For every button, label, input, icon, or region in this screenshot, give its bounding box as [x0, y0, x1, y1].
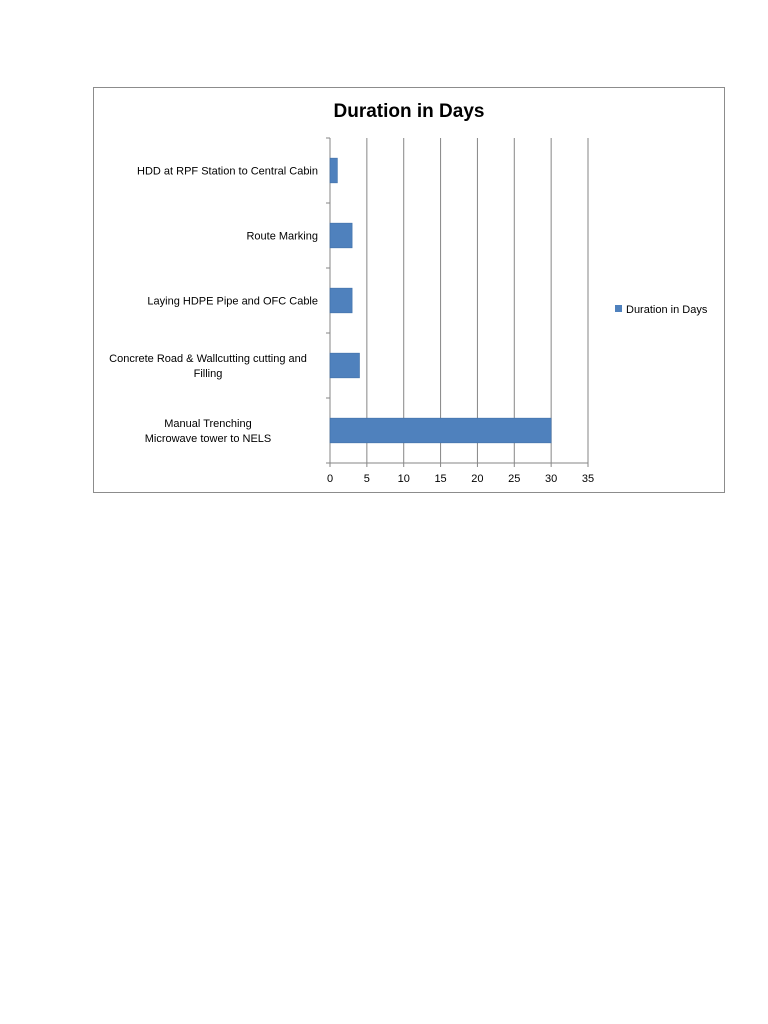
- x-tick-label: 0: [327, 473, 333, 485]
- axes: [326, 137, 589, 467]
- x-tick-label: 35: [582, 473, 594, 485]
- category-label: Route Marking: [246, 231, 318, 243]
- gridlines: [366, 138, 589, 463]
- category-label-line: Filling: [194, 368, 223, 380]
- category-label: Manual Trenching Microwave tower to NELS: [145, 418, 272, 445]
- category-label-line: Manual Trenching: [164, 418, 251, 430]
- category-label-line: HDD at RPF Station to Central Cabin: [137, 166, 318, 178]
- x-tick-label: 25: [508, 473, 520, 485]
- x-tick-label: 10: [398, 473, 410, 485]
- category-label: HDD at RPF Station to Central Cabin: [137, 166, 318, 178]
- category-label-line: Microwave tower to NELS: [145, 433, 272, 445]
- category-label-line: Route Marking: [246, 231, 318, 243]
- legend: Duration in Days: [615, 304, 708, 316]
- category-label: Laying HDPE Pipe and OFC Cable: [147, 296, 318, 308]
- category-label-line: Concrete Road & Wallcutting cutting and: [109, 353, 307, 365]
- category-label-line: Laying HDPE Pipe and OFC Cable: [147, 296, 318, 308]
- x-tick-label: 5: [364, 473, 370, 485]
- x-tick-label: 15: [434, 473, 446, 485]
- x-tick-label: 20: [471, 473, 483, 485]
- bar: [329, 287, 353, 314]
- category-labels: HDD at RPF Station to Central Cabin Route…: [109, 166, 318, 446]
- bar: [329, 222, 353, 249]
- legend-swatch: [615, 305, 622, 312]
- legend-label: Duration in Days: [626, 304, 708, 316]
- x-tick-label: 30: [545, 473, 557, 485]
- bars: [329, 157, 552, 444]
- chart-title: Duration in Days: [334, 101, 485, 122]
- bar: [329, 157, 338, 184]
- bar: [329, 352, 360, 379]
- x-tick-labels: 0 5 10 15 20 25 30 35: [327, 473, 594, 485]
- bar: [329, 417, 552, 444]
- category-label: Concrete Road & Wallcutting cutting and F…: [109, 353, 307, 380]
